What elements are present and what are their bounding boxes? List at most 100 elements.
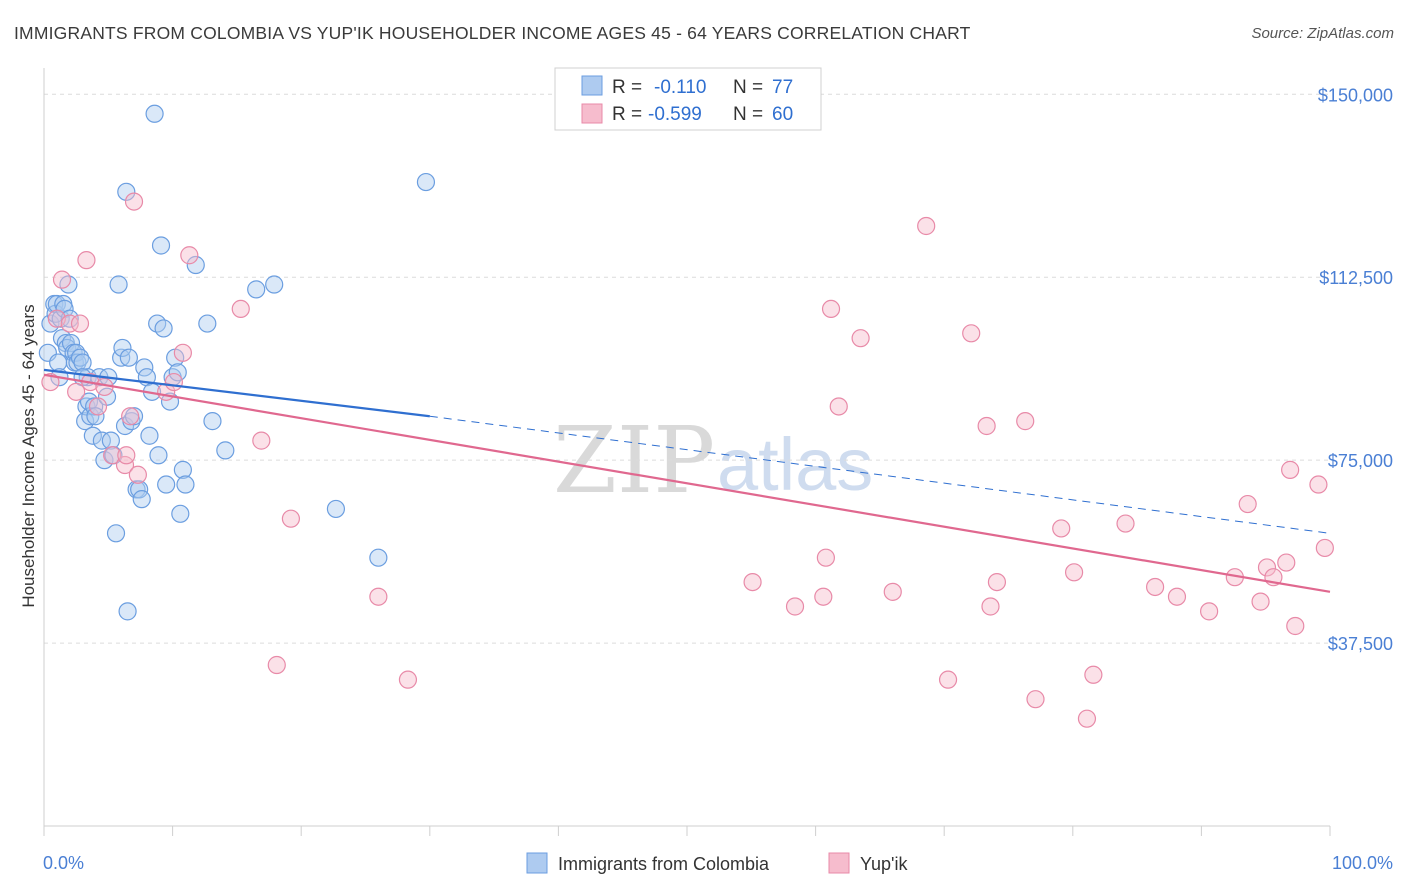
- colombia-point: [154, 319, 173, 338]
- colombia-point: [416, 172, 436, 192]
- yupik-point: [785, 597, 805, 616]
- y-axis-label: Householder Income Ages 45 - 64 years: [19, 304, 38, 607]
- colombia-point: [101, 431, 120, 450]
- yupik-point: [816, 548, 835, 567]
- colombia-point: [186, 255, 205, 275]
- yupik-point: [883, 582, 902, 601]
- bottom-legend-label-yupik: Yup'ik: [860, 854, 908, 874]
- colombia-point: [173, 460, 192, 479]
- yupik-point: [1016, 412, 1035, 431]
- y-tick-label: $112,500: [1319, 268, 1393, 288]
- colombia-point: [117, 182, 136, 201]
- colombia-point: [113, 338, 132, 358]
- chart-title: IMMIGRANTS FROM COLOMBIA VS YUP'IK HOUSE…: [14, 23, 971, 43]
- colombia-point: [326, 499, 346, 519]
- yupik-point: [121, 407, 140, 426]
- colombia-point: [168, 363, 187, 382]
- colombia-point: [76, 412, 95, 431]
- yupik-point: [1084, 665, 1103, 684]
- yupik-point: [173, 343, 192, 362]
- yupik-point: [917, 216, 936, 236]
- colombia-point: [85, 397, 104, 416]
- yupik-point: [1146, 577, 1165, 597]
- yupik-point: [1052, 519, 1071, 538]
- yupik-point: [829, 397, 848, 416]
- yupik-point: [814, 587, 833, 606]
- colombia-point: [118, 602, 137, 621]
- legend-r-value-2: -0.599: [648, 104, 702, 125]
- watermark-atlas: atlas: [717, 423, 873, 506]
- yupik-point: [851, 329, 870, 348]
- yupik-point: [180, 246, 199, 265]
- yupik-point: [1309, 475, 1328, 494]
- source-credit: Source: ZipAtlas.com: [1251, 25, 1394, 42]
- yupik-point: [231, 299, 250, 319]
- yupik-point: [1167, 587, 1187, 606]
- colombia-point: [106, 524, 126, 543]
- colombia-point: [132, 490, 151, 509]
- yupik-point: [743, 572, 762, 592]
- yupik-point: [252, 431, 271, 450]
- yupik-point: [52, 270, 72, 289]
- yupik-point: [164, 372, 183, 392]
- colombia-trend-extension: [429, 415, 1331, 534]
- yupik-point: [1200, 602, 1219, 621]
- y-tick-labels: $37,500 $75,000 $112,500 $150,000: [1318, 85, 1393, 654]
- colombia-trend-line: [43, 368, 430, 418]
- yupik-point: [821, 299, 841, 319]
- yupik-point: [962, 324, 981, 343]
- legend-swatch-pink: [581, 103, 603, 124]
- yupik-point: [124, 192, 144, 211]
- yupik-point: [117, 446, 136, 465]
- bottom-legend-swatch-blue: [526, 852, 548, 874]
- yupik-point: [1077, 709, 1097, 728]
- legend-n-label-1: N =: [733, 77, 763, 98]
- x-tick-label-min: 0.0%: [43, 853, 84, 873]
- colombia-point: [83, 426, 102, 445]
- yupik-point: [1315, 538, 1334, 558]
- colombia-point: [171, 504, 190, 523]
- y-tick-label: $37,500: [1328, 634, 1393, 654]
- series-colombia-points: [38, 104, 436, 621]
- colombia-point: [119, 348, 138, 367]
- bottom-legend-label-colombia: Immigrants from Colombia: [558, 854, 770, 874]
- legend-swatch-blue: [581, 75, 603, 96]
- yupik-point: [977, 416, 996, 436]
- yupik-point: [70, 314, 90, 333]
- yupik-point: [77, 251, 96, 270]
- yupik-point: [987, 572, 1007, 592]
- yupik-point: [88, 397, 108, 416]
- yupik-point: [1251, 592, 1270, 611]
- yupik-point: [41, 372, 60, 392]
- colombia-point: [203, 412, 222, 431]
- colombia-point: [176, 475, 195, 494]
- bottom-legend: Immigrants from Colombia Yup'ik: [526, 852, 908, 874]
- series-yupik-points: [41, 192, 1334, 728]
- y-tick-label: $150,000: [1318, 85, 1393, 105]
- yupik-point: [67, 382, 86, 401]
- x-tick-marks: [43, 826, 1331, 836]
- legend-box: R = -0.110 N = 77 R = -0.599 N = 60: [554, 67, 822, 131]
- yupik-point: [1277, 553, 1296, 572]
- colombia-point: [81, 407, 100, 426]
- yupik-trend-line: [43, 373, 1331, 593]
- colombia-point: [109, 275, 128, 294]
- colombia-point: [265, 275, 284, 294]
- colombia-point: [145, 104, 164, 123]
- legend-r-value-1: -0.110: [654, 77, 706, 98]
- yupik-point: [1281, 460, 1300, 479]
- colombia-point: [124, 407, 144, 426]
- colombia-point: [198, 314, 217, 333]
- colombia-point: [112, 348, 131, 367]
- grid-lines: [44, 93, 1330, 644]
- yupik-point: [1257, 558, 1277, 577]
- yupik-point: [938, 670, 958, 689]
- legend-r-label-1: R =: [612, 77, 642, 98]
- yupik-point: [281, 509, 301, 528]
- bottom-legend-swatch-pink: [828, 852, 850, 874]
- yupik-point: [115, 455, 135, 475]
- yupik-point: [1286, 616, 1305, 636]
- colombia-point: [60, 309, 79, 328]
- legend-n-value-2: 60: [772, 104, 793, 125]
